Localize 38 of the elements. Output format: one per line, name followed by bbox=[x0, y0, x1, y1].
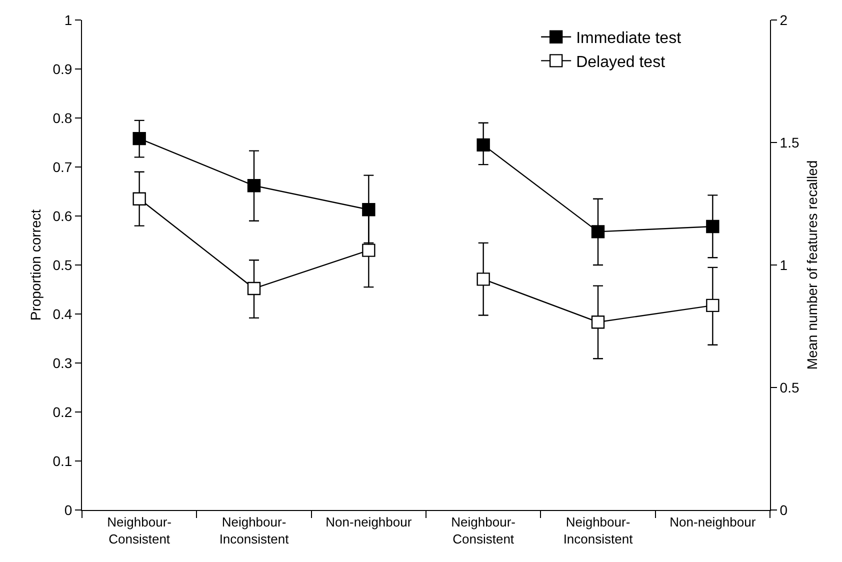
y2-tick-label: 1.5 bbox=[780, 134, 800, 150]
y2-tick-label: 1 bbox=[780, 256, 788, 273]
legend-label: Delayed test bbox=[576, 54, 666, 71]
x-tick-label: Non-neighbour bbox=[326, 514, 412, 530]
point bbox=[476, 272, 490, 286]
y-tick-label: 0.2 bbox=[52, 404, 72, 420]
point bbox=[706, 298, 720, 312]
legend-label: Immediate test bbox=[576, 30, 682, 48]
x-tick-label: Neighbour- Consistent bbox=[107, 514, 172, 546]
point bbox=[706, 220, 720, 234]
point bbox=[132, 132, 146, 146]
x-tick-label: Neighbour- Inconsistent bbox=[563, 514, 634, 546]
y-tick-label: 0 bbox=[64, 502, 72, 518]
y-axis-title: Proportion correct bbox=[27, 209, 44, 321]
y-tick-label: 0.8 bbox=[52, 110, 72, 126]
point bbox=[362, 244, 376, 257]
y2-tick-label: 0 bbox=[780, 502, 788, 518]
point bbox=[132, 192, 146, 206]
y-tick-label: 1 bbox=[64, 12, 72, 28]
y2-axis-title: Mean number of features recalled bbox=[804, 160, 820, 370]
y-tick-label: 0.6 bbox=[52, 208, 72, 224]
y-tick-label: 0.5 bbox=[52, 256, 72, 273]
x-tick-label: Neighbour- Inconsistent bbox=[219, 514, 290, 546]
x-tick-label: Neighbour- Consistent bbox=[451, 514, 516, 546]
y2-tick-label: 0.5 bbox=[780, 379, 800, 396]
y-tick-label: 0.3 bbox=[52, 354, 72, 371]
y-tick-label: 0.7 bbox=[52, 158, 72, 175]
point bbox=[476, 138, 490, 152]
point bbox=[362, 203, 376, 216]
y-tick-label: 0.4 bbox=[52, 306, 72, 322]
y2-tick-label: 2 bbox=[780, 12, 788, 28]
x-tick-label: Non-neighbour bbox=[670, 514, 756, 530]
y-tick-label: 0.9 bbox=[52, 60, 72, 77]
point bbox=[591, 225, 605, 238]
point bbox=[247, 282, 261, 296]
point bbox=[247, 179, 261, 192]
y-tick-label: 0.1 bbox=[52, 452, 72, 469]
point bbox=[591, 315, 605, 329]
